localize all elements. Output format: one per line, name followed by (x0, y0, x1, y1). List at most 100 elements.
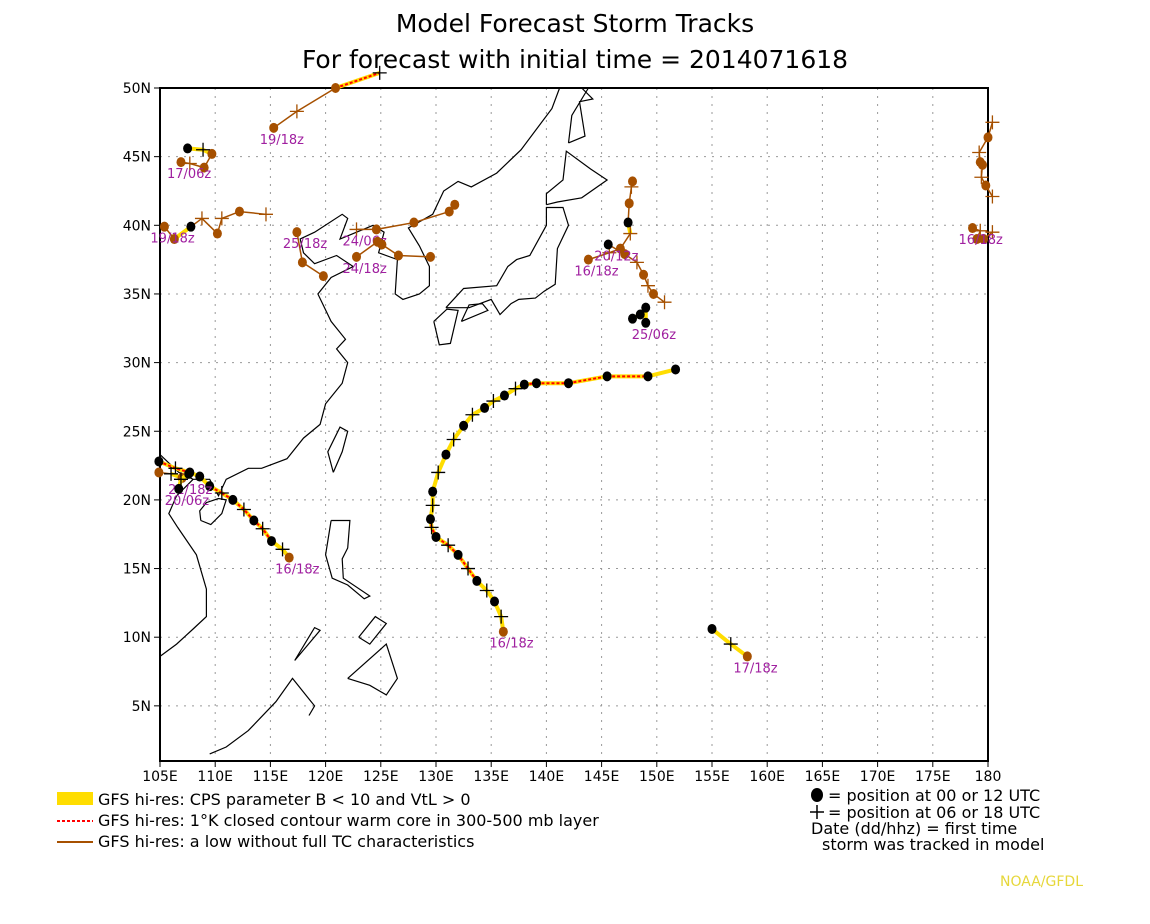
position-dot-00-12utc (972, 234, 982, 245)
position-dot-00-12utc (671, 364, 681, 375)
track-segment-low (398, 254, 431, 258)
coastline (445, 206, 570, 316)
storm-track: 17/18z (707, 623, 778, 676)
position-plus-06-18utc (508, 381, 523, 396)
storm-first-time-label: 19/18z (260, 133, 304, 148)
map-frame (159, 87, 989, 762)
lon-tick-label: 165E (805, 769, 841, 785)
position-plus-06-18utc (623, 226, 638, 241)
track-segment-warm-core (158, 460, 176, 470)
dot-marker-icon (811, 788, 823, 802)
storm-first-time-label: 25/18z (283, 237, 327, 252)
grid (160, 88, 988, 761)
storm-tracks: 16/18z17/18z16/18z21/18z20/06z19/18z17/0… (150, 65, 1003, 676)
position-plus-06-18utc (214, 486, 229, 501)
position-dot-00-12utc (563, 378, 573, 389)
storm-first-time-label: 16/18z (275, 563, 319, 578)
lat-tick-label: 40N (123, 218, 151, 234)
position-plus-06-18utc (182, 156, 197, 171)
lat-tick-label: 30N (123, 356, 151, 372)
storm-track: 25/06z (628, 302, 676, 343)
coastline (460, 302, 489, 322)
legend-item-warm-core: GFS hi-res: 1°K closed contour warm core… (98, 811, 599, 830)
position-plus-06-18utc (465, 407, 480, 422)
position-plus-06-18utc (196, 142, 211, 157)
position-dot-00-12utc (431, 531, 441, 542)
lat-tick-label: 5N (132, 699, 151, 715)
storm-track: 16/18z (424, 364, 681, 652)
storm-first-time-label: 17/06z (167, 167, 211, 182)
position-plus-06-18utc (275, 542, 290, 557)
lon-tick-label: 130E (418, 769, 454, 785)
position-dot-00-12utc (499, 390, 509, 401)
position-dot-00-12utc (450, 199, 460, 210)
lat-tick-label: 15N (123, 562, 151, 578)
position-plus-06-18utc (194, 211, 209, 226)
key-date-1: Date (dd/hhz) = first time (811, 819, 1017, 838)
storm-first-time-label: 19/18z (150, 232, 194, 247)
position-plus-06-18utc (372, 65, 387, 80)
track-segment-low (273, 110, 298, 129)
coastline (159, 87, 561, 498)
legend: GFS hi-res: CPS parameter B < 10 and VtL… (57, 790, 599, 851)
storm-track: 24/18z (343, 236, 435, 277)
storm-first-time-label: 20/06z (165, 494, 209, 509)
plus-marker-icon (810, 805, 824, 819)
position-plus-06-18utc (494, 609, 509, 624)
position-plus-06-18utc (985, 115, 1000, 130)
key-dot: = position at 00 or 12 UTC (828, 786, 1040, 805)
position-dot-00-12utc (212, 228, 222, 239)
position-plus-06-18utc (985, 189, 1000, 204)
position-plus-06-18utc (164, 466, 179, 481)
track-segment-warm-core (335, 71, 381, 89)
position-plus-06-18utc (640, 278, 655, 293)
position-dot-00-12utc (331, 83, 341, 93)
credit-text: NOAA/GFDL (1000, 874, 1083, 890)
legend-swatch-cps (57, 792, 93, 805)
position-dot-00-12utc (425, 514, 435, 525)
position-plus-06-18utc (173, 472, 188, 487)
position-plus-06-18utc (657, 295, 672, 310)
storm-track: 16/18z (154, 456, 320, 578)
position-dot-00-12utc (979, 234, 989, 245)
track-segment-warm-core (568, 375, 608, 385)
position-dot-00-12utc (184, 468, 194, 479)
position-dot-00-12utc (186, 221, 196, 232)
position-plus-06-18utc (349, 222, 364, 237)
position-dot-00-12utc (154, 456, 164, 467)
position-plus-06-18utc (972, 145, 987, 160)
position-dot-00-12utc (234, 206, 244, 217)
lon-tick-label: 180 (975, 769, 1002, 785)
position-dot-00-12utc (444, 206, 454, 217)
position-dot-00-12utc (318, 271, 328, 282)
position-dot-00-12utc (284, 552, 294, 563)
lat-tick-label: 35N (123, 287, 151, 303)
storm-first-time-label: 20/12z (594, 250, 638, 265)
position-dot-00-12utc (628, 176, 638, 187)
position-dot-00-12utc (205, 481, 215, 492)
lon-tick-label: 150E (639, 769, 675, 785)
storm-first-time-label: 17/18z (733, 661, 777, 676)
position-dot-00-12utc (183, 143, 193, 154)
position-dot-00-12utc (267, 536, 277, 547)
position-dot-00-12utc (249, 515, 259, 526)
lat-tick-label: 10N (123, 630, 151, 646)
storm-first-time-label: 16/18z (574, 265, 618, 280)
position-dot-00-12utc (176, 157, 186, 168)
position-dot-00-12utc (641, 302, 651, 313)
position-plus-06-18utc (723, 637, 738, 652)
lat-tick-label: 45N (123, 150, 151, 166)
lon-tick-label: 170E (860, 769, 896, 785)
position-dot-00-12utc (707, 623, 717, 634)
position-dot-00-12utc (498, 626, 508, 637)
lon-tick-label: 140E (529, 769, 565, 785)
position-plus-06-18utc (431, 465, 446, 480)
position-dot-00-12utc (602, 371, 612, 382)
marker-key: = position at 00 or 12 UTC = position at… (810, 786, 1044, 854)
position-dot-00-12utc (531, 378, 541, 389)
position-dot-00-12utc (453, 549, 463, 560)
position-dot-00-12utc (425, 251, 435, 262)
position-dot-00-12utc (583, 254, 593, 265)
coastline (567, 87, 589, 143)
position-dot-00-12utc (623, 217, 633, 228)
